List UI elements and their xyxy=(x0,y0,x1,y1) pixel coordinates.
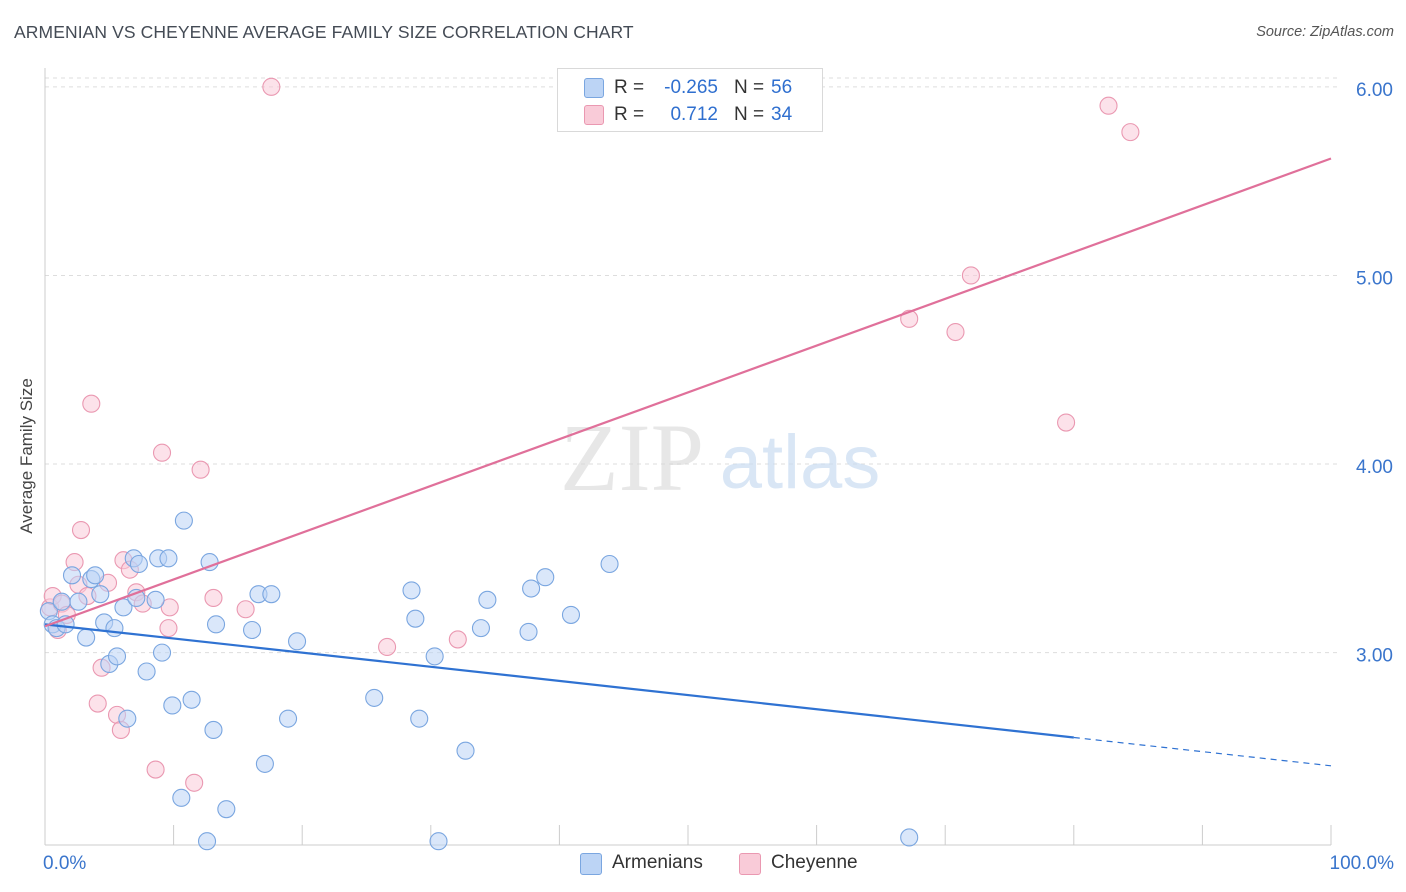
y-tick-label: 6.00 xyxy=(1356,80,1393,101)
armenians-point xyxy=(255,754,274,773)
cheyenne-legend-swatch xyxy=(739,853,761,875)
cheyenne-point xyxy=(152,443,172,462)
armenians-point xyxy=(159,549,178,568)
armenians-point xyxy=(86,566,105,585)
armenians-point xyxy=(105,619,124,638)
cheyenne-r-label: R = xyxy=(614,104,645,125)
armenians-point xyxy=(410,709,429,728)
x-tick-label-start: 0.0% xyxy=(43,853,86,874)
armenians-point xyxy=(182,690,201,709)
armenians-point xyxy=(429,832,448,851)
armenians-point xyxy=(478,590,497,609)
chart-title: ARMENIAN VS CHEYENNE AVERAGE FAMILY SIZE… xyxy=(14,22,634,42)
armenians-point xyxy=(600,554,619,574)
armenians-point xyxy=(262,585,281,604)
armenians-point xyxy=(172,788,191,807)
chart-source: Source: ZipAtlas.com xyxy=(1256,24,1394,40)
cheyenne-trend-line xyxy=(44,157,1332,628)
armenians-point xyxy=(107,647,127,666)
correlation-legend: R = -0.265 N = 56 R = 0.712 N = 34 xyxy=(557,68,823,132)
cheyenne-point xyxy=(160,598,179,617)
armenians-point xyxy=(425,647,444,666)
watermark-atlas: atlas xyxy=(720,420,881,505)
armenians-points xyxy=(39,511,919,851)
watermark: ZIP atlas xyxy=(560,404,880,511)
armenians-point xyxy=(456,741,475,760)
armenians-point xyxy=(163,696,182,715)
cheyenne-point xyxy=(1099,96,1118,115)
armenians-point xyxy=(69,592,88,611)
trend-lines xyxy=(44,157,1332,767)
armenians-n-label: N = xyxy=(734,77,765,98)
armenians-r-label: R = xyxy=(614,77,645,98)
armenians-point xyxy=(114,598,133,617)
armenians-point xyxy=(52,592,71,611)
armenians-n-value: 56 xyxy=(771,77,793,98)
armenians-point xyxy=(197,832,217,851)
armenians-point xyxy=(206,615,226,634)
armenians-point xyxy=(279,709,298,728)
armenians-point xyxy=(91,585,110,604)
armenians-point xyxy=(217,800,236,819)
cheyenne-point xyxy=(946,322,965,342)
armenians-point xyxy=(536,568,555,587)
armenians-point xyxy=(365,688,384,707)
cheyenne-point xyxy=(82,394,101,413)
y-tick-label: 3.00 xyxy=(1356,646,1393,667)
y-tick-label: 5.00 xyxy=(1356,268,1393,289)
armenians-point xyxy=(561,605,581,624)
cheyenne-point xyxy=(146,760,165,779)
armenians-trend-line xyxy=(44,623,1074,739)
cheyenne-point xyxy=(961,266,980,285)
cheyenne-legend-label: Cheyenne xyxy=(771,852,858,873)
cheyenne-point xyxy=(262,77,281,96)
armenians-point xyxy=(402,581,421,600)
armenians-trend-extrapolation xyxy=(1073,736,1332,767)
cheyenne-point xyxy=(448,630,467,649)
armenians-point xyxy=(406,609,425,628)
gridlines xyxy=(45,77,1337,654)
armenians-point xyxy=(900,828,919,847)
armenians-point xyxy=(242,620,262,640)
armenians-point xyxy=(204,720,223,740)
armenians-r-value: -0.265 xyxy=(664,77,718,98)
y-tick-label: 4.00 xyxy=(1356,457,1393,478)
armenians-point xyxy=(129,554,148,574)
armenians-point xyxy=(288,632,307,651)
cheyenne-swatch xyxy=(584,105,604,125)
cheyenne-n-label: N = xyxy=(734,104,765,125)
x-tick-label-end: 100.0% xyxy=(1330,853,1395,874)
cheyenne-n-value: 34 xyxy=(771,104,793,125)
watermark-zip: ZIP xyxy=(560,404,704,511)
cheyenne-point xyxy=(185,773,204,792)
bottom-legend-cheyenne: Cheyenne xyxy=(739,852,879,876)
armenians-point xyxy=(77,628,96,647)
cheyenne-point xyxy=(236,600,255,619)
armenians-legend-swatch xyxy=(580,853,602,875)
cheyenne-r-value: 0.712 xyxy=(670,104,718,125)
tick-labels: 3.00 4.00 5.00 6.00 0.0% 100.0% xyxy=(43,80,1394,874)
cheyenne-point xyxy=(191,460,210,479)
bottom-legend-armenians: Armenians xyxy=(580,852,720,876)
cheyenne-point xyxy=(159,619,178,638)
armenians-point xyxy=(522,579,541,598)
armenians-legend-label: Armenians xyxy=(612,852,703,873)
armenians-point xyxy=(137,662,156,681)
armenians-point xyxy=(62,566,82,585)
cheyenne-point xyxy=(378,637,397,657)
armenians-point xyxy=(471,619,491,638)
cheyenne-point xyxy=(1057,413,1076,432)
armenians-point xyxy=(519,622,538,641)
cheyenne-point xyxy=(71,521,91,540)
axes xyxy=(44,68,1332,846)
cheyenne-point xyxy=(204,588,223,607)
cheyenne-point xyxy=(88,694,107,713)
armenians-point xyxy=(146,590,165,609)
armenians-point xyxy=(152,643,172,662)
armenians-swatch xyxy=(584,78,604,98)
armenians-point xyxy=(118,709,137,728)
cheyenne-point xyxy=(1121,123,1140,142)
armenians-point xyxy=(174,511,193,530)
